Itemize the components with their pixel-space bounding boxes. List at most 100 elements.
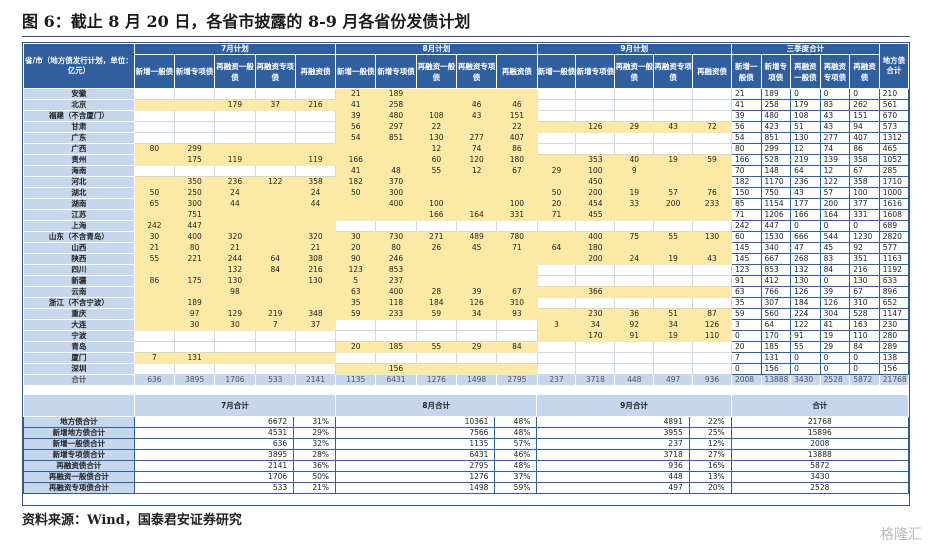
cell: 0 bbox=[790, 220, 821, 232]
summary-header: 8月合计 bbox=[335, 394, 538, 417]
cell: 185 bbox=[760, 341, 792, 353]
summary-row: 新增专项债合计 3895 28% 6431 46% 3718 27% 13888 bbox=[23, 449, 910, 461]
cell: 75 bbox=[614, 231, 655, 243]
cell bbox=[536, 286, 577, 298]
cell: 851 bbox=[375, 132, 417, 144]
cell: 447 bbox=[174, 220, 216, 232]
cell: 126 bbox=[575, 121, 616, 133]
cell: 300 bbox=[174, 198, 216, 210]
summary-cell: 21% bbox=[293, 482, 337, 494]
sub-header: 新增专项债 bbox=[575, 54, 616, 89]
cell: 45 bbox=[455, 242, 498, 254]
cell: 110 bbox=[849, 330, 880, 342]
cell: 130 bbox=[214, 275, 256, 287]
summary-cell: 27% bbox=[688, 449, 732, 461]
cell bbox=[133, 264, 176, 276]
cell: 300 bbox=[375, 187, 417, 199]
cell: 184 bbox=[415, 297, 457, 309]
cell: 12 bbox=[790, 143, 821, 155]
cell: 19 bbox=[614, 187, 655, 199]
cell: 51 bbox=[790, 121, 821, 133]
cell: 170 bbox=[575, 330, 616, 342]
cell bbox=[174, 132, 216, 144]
cell: 780 bbox=[496, 231, 538, 243]
group-header: 三季度合计 bbox=[730, 43, 880, 55]
row-total: 1163 bbox=[878, 253, 910, 265]
summary-cell: 57% bbox=[494, 438, 538, 450]
summary-label: 再融资一般债合计 bbox=[23, 471, 135, 483]
cell bbox=[575, 264, 616, 276]
cell: 120 bbox=[455, 154, 498, 166]
cell bbox=[174, 264, 216, 276]
data-row: 海南 41 48 55 12 67 29 100 9 70 148 64 12 67 285 bbox=[23, 165, 910, 177]
cell bbox=[614, 242, 655, 254]
data-row: 重庆 97 129 219 348 59 233 59 34 93 230 36 51 87 59 560 22… bbox=[23, 308, 910, 320]
cell bbox=[254, 165, 296, 177]
summary-cell: 59% bbox=[494, 482, 538, 494]
summary-cell: 2795 bbox=[335, 460, 496, 472]
cell bbox=[575, 99, 616, 111]
cell bbox=[455, 330, 498, 342]
data-row: 江苏 751 166 164 331 71 455 71 1206 166 164 331 1608 bbox=[23, 209, 910, 221]
cell bbox=[653, 242, 694, 254]
cell bbox=[692, 88, 732, 100]
cell: 93 bbox=[496, 308, 538, 320]
cell: 19 bbox=[653, 330, 694, 342]
cell bbox=[174, 110, 216, 122]
cell: 57 bbox=[819, 187, 851, 199]
summary-row: 再融资债合计 2141 36% 2795 48% 936 16% 5872 bbox=[23, 460, 910, 472]
summary-cell: 3718 bbox=[536, 449, 690, 461]
row-total: 1616 bbox=[878, 198, 910, 210]
cell bbox=[254, 231, 296, 243]
cell: 189 bbox=[375, 88, 417, 100]
cell: 41 bbox=[335, 99, 377, 111]
cell bbox=[294, 209, 337, 221]
cell: 182 bbox=[730, 176, 762, 188]
cell: 331 bbox=[496, 209, 538, 221]
cell bbox=[254, 286, 296, 298]
cell bbox=[692, 275, 732, 287]
cell: 166 bbox=[730, 154, 762, 166]
cell bbox=[692, 99, 732, 111]
cell: 72 bbox=[692, 121, 732, 133]
cell bbox=[174, 341, 216, 353]
sub-header: 再融资专项债 bbox=[455, 54, 498, 89]
cell: 59 bbox=[730, 308, 762, 320]
cell bbox=[415, 176, 457, 188]
row-total: 1147 bbox=[878, 308, 910, 320]
cell bbox=[254, 330, 296, 342]
cell: 163 bbox=[849, 319, 880, 331]
cell bbox=[254, 121, 296, 133]
cell: 126 bbox=[790, 286, 821, 298]
cell: 100 bbox=[415, 198, 457, 210]
summary-cell: 4891 bbox=[536, 416, 690, 428]
cell: 80 bbox=[133, 143, 176, 155]
cell: 60 bbox=[415, 154, 457, 166]
cell: 55 bbox=[790, 341, 821, 353]
cell: 353 bbox=[575, 154, 616, 166]
cell: 34 bbox=[455, 308, 498, 320]
cell bbox=[496, 187, 538, 199]
cell: 86 bbox=[133, 275, 176, 287]
cell bbox=[536, 297, 577, 309]
cell: 454 bbox=[575, 198, 616, 210]
cell bbox=[614, 297, 655, 309]
cell bbox=[415, 99, 457, 111]
cell bbox=[335, 352, 377, 364]
cell: 36 bbox=[614, 308, 655, 320]
cell: 297 bbox=[375, 121, 417, 133]
cell: 22 bbox=[415, 121, 457, 133]
cell: 64 bbox=[254, 253, 296, 265]
cell bbox=[335, 209, 377, 221]
cell: 91 bbox=[730, 275, 762, 287]
cell: 175 bbox=[174, 275, 216, 287]
summary-cell: 533 bbox=[133, 482, 295, 494]
cell: 60 bbox=[730, 231, 762, 243]
cell bbox=[174, 363, 216, 375]
province: 海南 bbox=[23, 165, 135, 177]
cell: 0 bbox=[849, 88, 880, 100]
cell: 480 bbox=[375, 110, 417, 122]
cell: 24 bbox=[294, 187, 337, 199]
cell: 0 bbox=[849, 220, 880, 232]
cell: 853 bbox=[760, 264, 792, 276]
